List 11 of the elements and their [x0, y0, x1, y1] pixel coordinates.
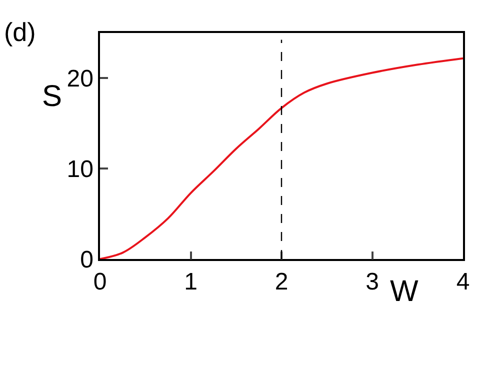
chart-title: (d) [4, 17, 36, 47]
x-tick-label: 3 [366, 268, 379, 296]
line-series [100, 57, 463, 259]
y-tick-label: 10 [66, 156, 94, 183]
x-axis-title: W [390, 275, 419, 308]
x-tick-label: 1 [184, 268, 198, 296]
x-tick-label: 2 [274, 268, 288, 296]
y-axis-title: S [42, 80, 62, 113]
y-tick-label: 20 [66, 66, 94, 93]
x-tick-label: 4 [456, 268, 470, 296]
y-tick-label: 0 [80, 246, 94, 274]
